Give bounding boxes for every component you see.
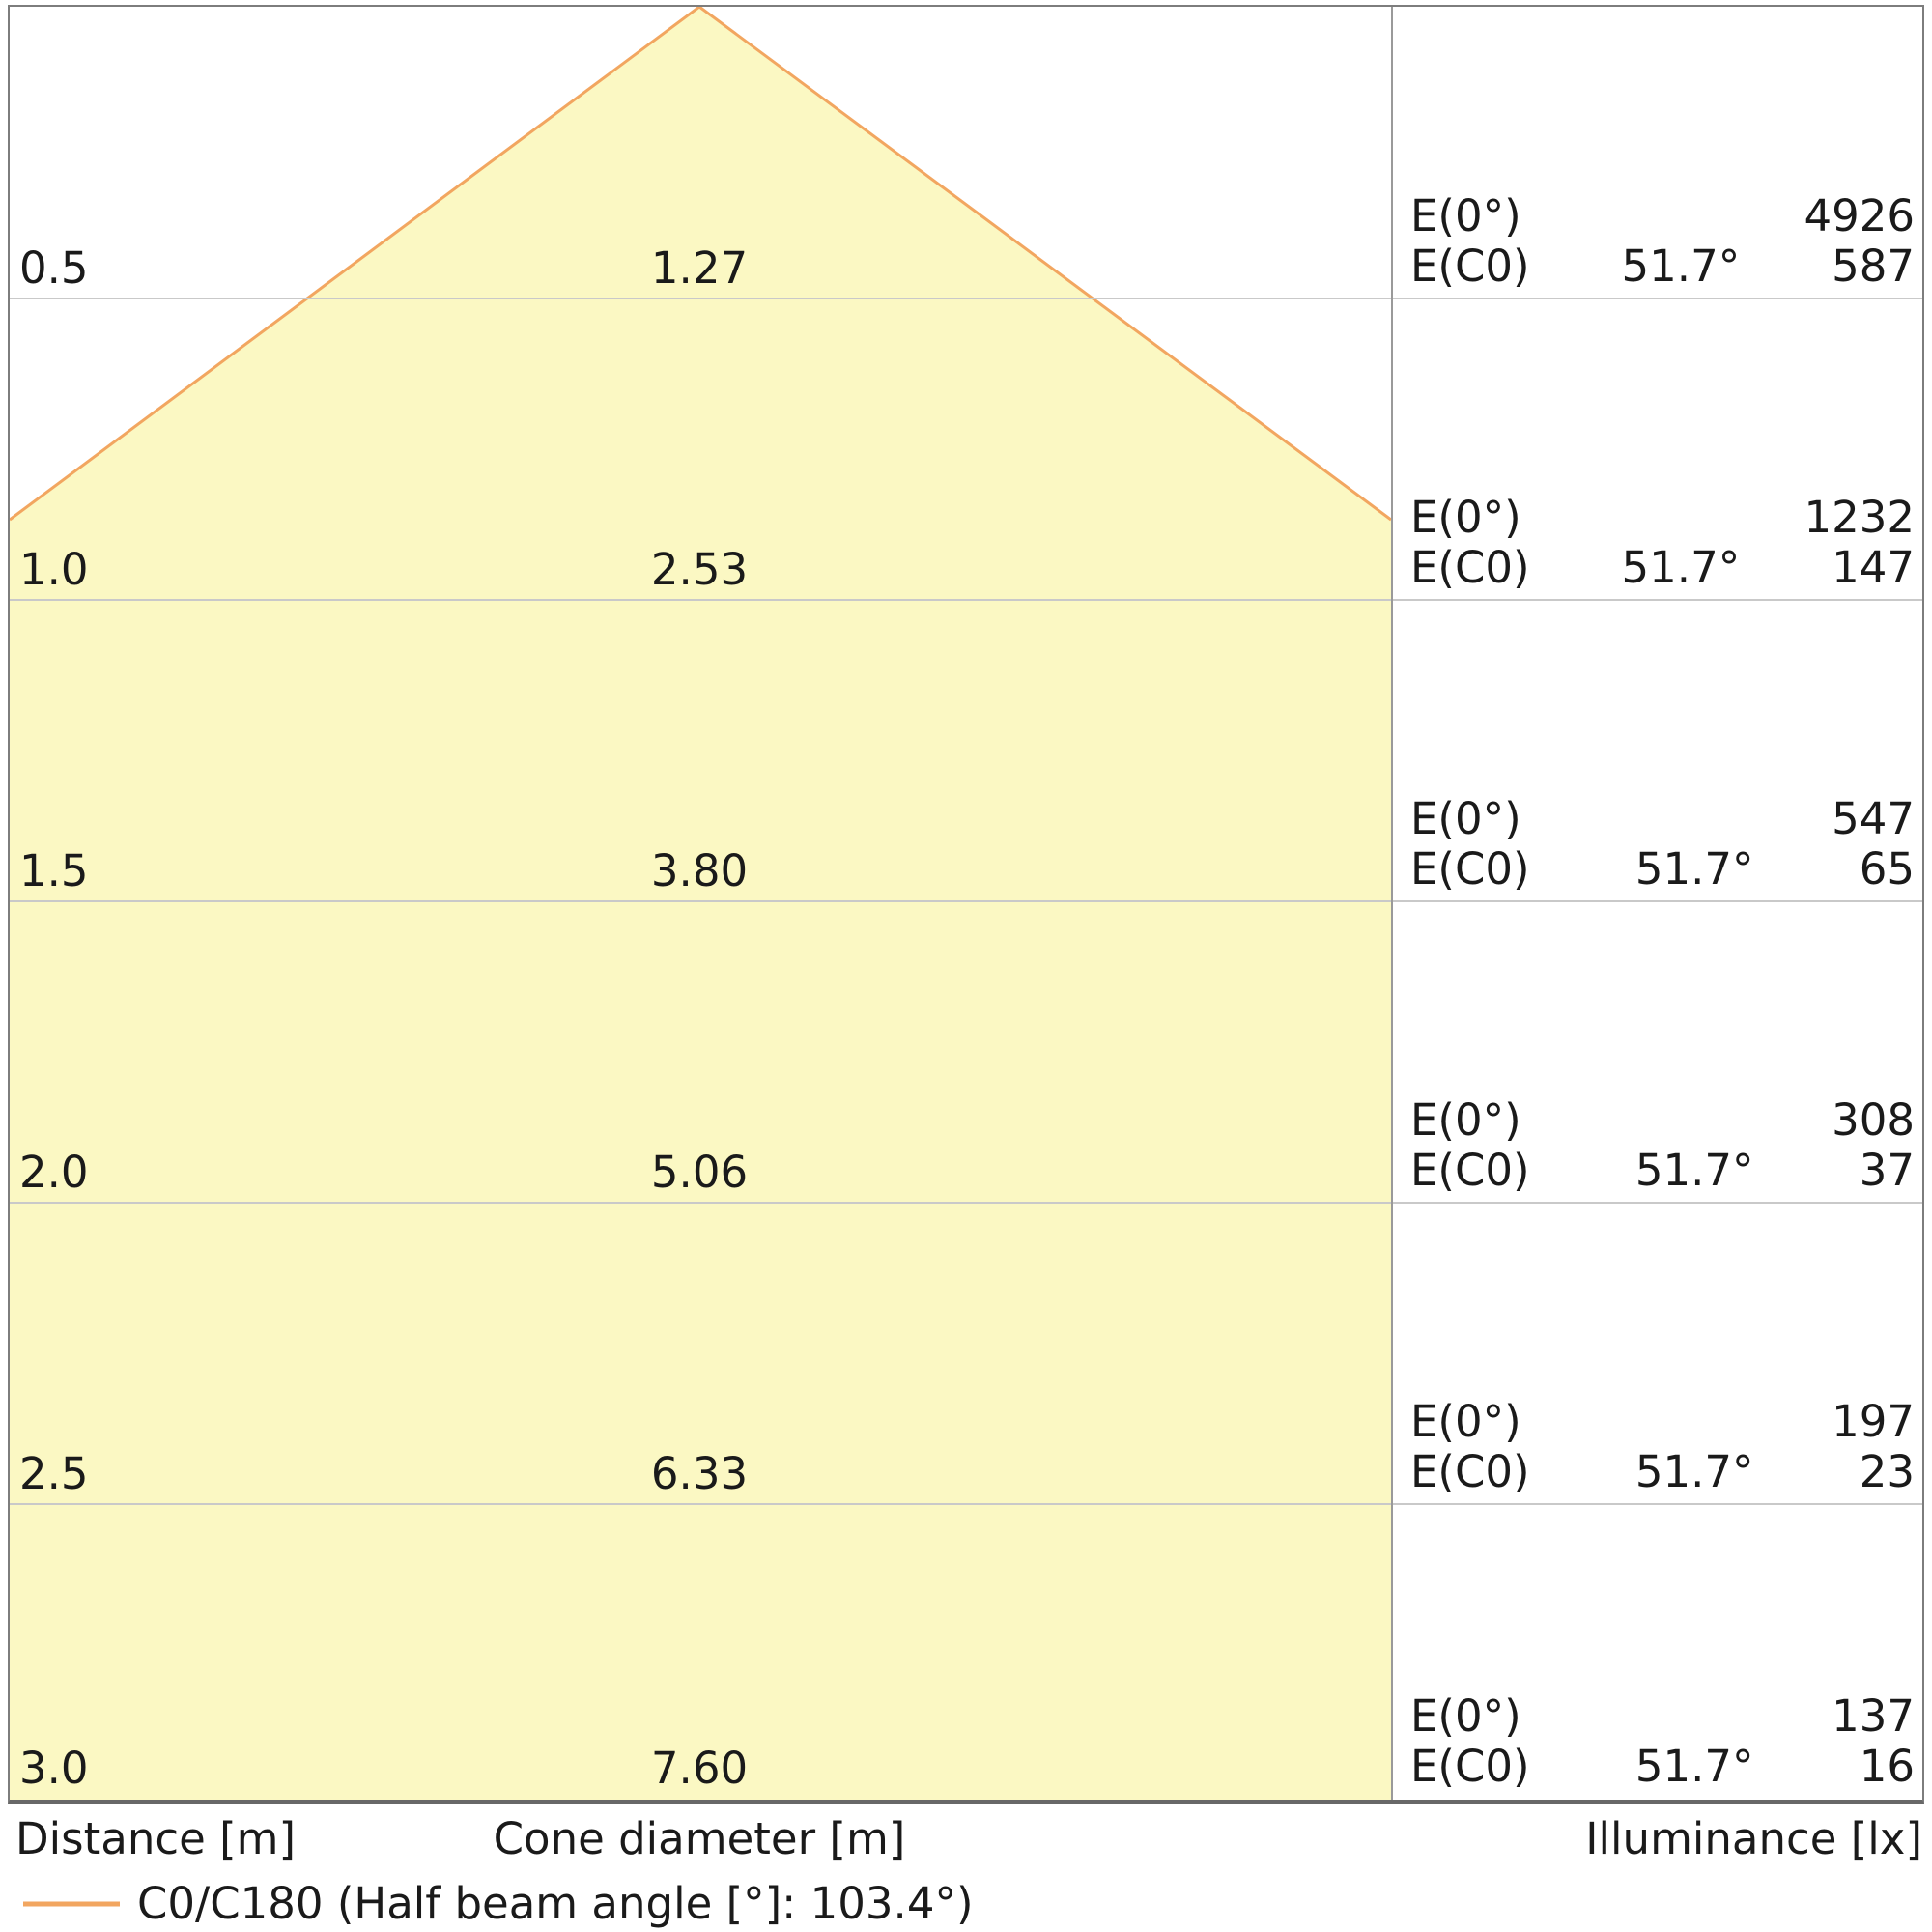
distance-label: 1.0 bbox=[19, 544, 89, 595]
ec0-value: 23 bbox=[1859, 1446, 1915, 1497]
beam-angle-value: 51.7° bbox=[1634, 843, 1754, 895]
e0-value: 1232 bbox=[1804, 492, 1915, 543]
e0-label: E(0°) bbox=[1410, 190, 1521, 242]
cone-diameter-value: 7.60 bbox=[650, 1743, 749, 1794]
ec0-value: 37 bbox=[1859, 1145, 1915, 1196]
legend: C0/C180 (Half beam angle [°]: 103.4°) bbox=[23, 1878, 974, 1930]
ec0-label: E(C0) bbox=[1410, 241, 1530, 292]
gridline-0.5m bbox=[10, 298, 1922, 299]
gridline-2.5m bbox=[10, 1503, 1922, 1505]
illuminance-axis-label: Illuminance [lx] bbox=[1585, 1813, 1922, 1864]
cone-diameter-value: 6.33 bbox=[650, 1448, 749, 1499]
cone-diameter-value: 2.53 bbox=[650, 544, 749, 595]
ec0-value: 147 bbox=[1832, 542, 1915, 593]
light-cone bbox=[10, 7, 1391, 1800]
distance-label: 2.5 bbox=[19, 1448, 89, 1499]
distance-label: 2.0 bbox=[19, 1147, 89, 1198]
distance-label: 3.0 bbox=[19, 1743, 89, 1794]
cone-diameter-value: 1.27 bbox=[650, 242, 749, 294]
panel-divider bbox=[1391, 7, 1393, 1800]
e0-value: 4926 bbox=[1804, 190, 1915, 242]
ec0-line: E(C0) 51.7° 23 bbox=[1410, 1447, 1915, 1497]
light-cone-polygon bbox=[10, 7, 1391, 1800]
e0-line: E(0°) 547 bbox=[1410, 794, 1915, 844]
gridline-2.0m bbox=[10, 1202, 1922, 1204]
e0-line: E(0°) 4926 bbox=[1410, 191, 1915, 242]
illuminance-row-2.0m: E(0°) 308 E(C0) 51.7° 37 bbox=[1410, 1095, 1915, 1196]
ec0-line: E(C0) 51.7° 37 bbox=[1410, 1146, 1915, 1196]
distance-axis-label: Distance [m] bbox=[15, 1813, 297, 1864]
cone-edge-line-right bbox=[698, 7, 1391, 522]
e0-value: 308 bbox=[1832, 1094, 1915, 1146]
ec0-label: E(C0) bbox=[1410, 843, 1530, 895]
beam-angle-value: 51.7° bbox=[1634, 1741, 1754, 1792]
illuminance-row-1.0m: E(0°) 1232 E(C0) 51.7° 147 bbox=[1410, 493, 1915, 593]
illuminance-row-3.0m: E(0°) 137 E(C0) 51.7° 16 bbox=[1410, 1691, 1915, 1792]
ec0-value: 16 bbox=[1859, 1741, 1915, 1792]
e0-label: E(0°) bbox=[1410, 1094, 1521, 1146]
illuminance-row-2.5m: E(0°) 197 E(C0) 51.7° 23 bbox=[1410, 1397, 1915, 1497]
beam-angle-value: 51.7° bbox=[1634, 1145, 1754, 1196]
axis-label-row: Distance [m] Cone diameter [m] Illuminan… bbox=[10, 1814, 1926, 1864]
e0-value: 137 bbox=[1832, 1690, 1915, 1742]
illuminance-row-1.5m: E(0°) 547 E(C0) 51.7° 65 bbox=[1410, 794, 1915, 895]
ec0-label: E(C0) bbox=[1410, 1145, 1530, 1196]
beam-angle-value: 51.7° bbox=[1621, 241, 1741, 292]
e0-value: 197 bbox=[1832, 1396, 1915, 1447]
cone-diameter-axis-label: Cone diameter [m] bbox=[493, 1813, 906, 1864]
ec0-label: E(C0) bbox=[1410, 542, 1530, 593]
e0-label: E(0°) bbox=[1410, 1690, 1521, 1742]
distance-label: 0.5 bbox=[19, 242, 89, 294]
legend-label: C0/C180 (Half beam angle [°]: 103.4°) bbox=[137, 1878, 974, 1929]
chart-area: 0.5 1.0 1.5 2.0 2.5 3.0 1.27 2.53 3.80 5… bbox=[8, 5, 1924, 1804]
e0-value: 547 bbox=[1832, 793, 1915, 844]
e0-label: E(0°) bbox=[1410, 492, 1521, 543]
ec0-line: E(C0) 51.7° 16 bbox=[1410, 1742, 1915, 1792]
ec0-value: 587 bbox=[1832, 241, 1915, 292]
distance-label: 1.5 bbox=[19, 845, 89, 896]
ec0-value: 65 bbox=[1859, 843, 1915, 895]
legend-line-swatch bbox=[23, 1901, 120, 1907]
e0-line: E(0°) 197 bbox=[1410, 1397, 1915, 1447]
cone-diameter-value: 3.80 bbox=[650, 845, 749, 896]
ec0-label: E(C0) bbox=[1410, 1741, 1530, 1792]
e0-line: E(0°) 1232 bbox=[1410, 493, 1915, 543]
beam-angle-value: 51.7° bbox=[1634, 1446, 1754, 1497]
ec0-label: E(C0) bbox=[1410, 1446, 1530, 1497]
e0-line: E(0°) 137 bbox=[1410, 1691, 1915, 1742]
gridline-1.5m bbox=[10, 900, 1922, 902]
ec0-line: E(C0) 51.7° 65 bbox=[1410, 844, 1915, 895]
beam-angle-value: 51.7° bbox=[1621, 542, 1741, 593]
cone-edge-line-left bbox=[10, 7, 700, 522]
e0-line: E(0°) 308 bbox=[1410, 1095, 1915, 1146]
cone-diameter-value: 5.06 bbox=[650, 1147, 749, 1198]
e0-label: E(0°) bbox=[1410, 1396, 1521, 1447]
ec0-line: E(C0) 51.7° 587 bbox=[1410, 242, 1915, 292]
illuminance-row-0.5m: E(0°) 4926 E(C0) 51.7° 587 bbox=[1410, 191, 1915, 292]
ec0-line: E(C0) 51.7° 147 bbox=[1410, 543, 1915, 593]
gridline-1.0m bbox=[10, 599, 1922, 601]
e0-label: E(0°) bbox=[1410, 793, 1521, 844]
